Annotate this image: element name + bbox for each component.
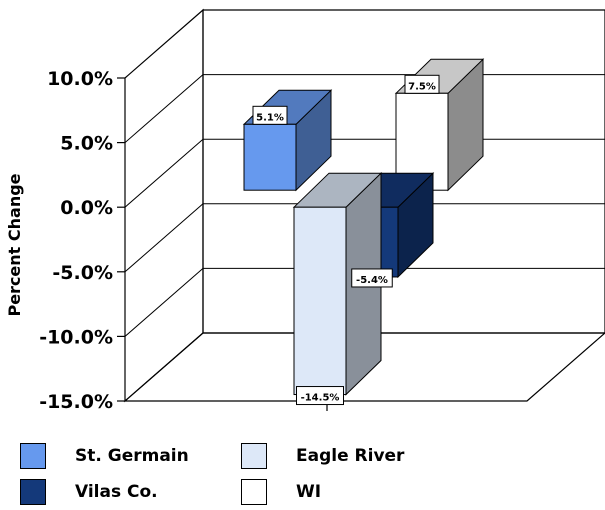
y-tick-label: -10.0% (39, 326, 113, 348)
bar-eagle-river (292, 172, 383, 396)
data-label-eagle-river: -14.5% (296, 386, 344, 406)
y-tick-label: 10.0% (47, 68, 113, 90)
legend-label-vilas-co: Vilas Co. (75, 482, 158, 502)
data-label-box-wi (404, 74, 440, 94)
data-label-st-germain: 5.1% (252, 105, 288, 125)
chart-walls (123, 8, 605, 403)
data-label-wi: 7.5% (404, 74, 440, 94)
gridline (124, 203, 605, 273)
y-tick-label: 0.0% (60, 197, 113, 219)
data-label-text-eagle-river: -14.5% (301, 393, 340, 404)
data-label-text-wi: 7.5% (408, 81, 436, 92)
bar-front-st-germain (243, 123, 297, 191)
y-axis-label: Percent Change (5, 173, 24, 316)
legend-swatch-vilas-co (20, 479, 46, 505)
left-wall (124, 8, 204, 403)
data-label-box-vilas-co (351, 268, 393, 288)
y-tick-label: -5.0% (52, 262, 113, 284)
gridline (124, 74, 605, 143)
y-tick-label: -15.0% (39, 391, 113, 413)
data-label-vilas-co: -5.4% (351, 268, 393, 288)
bar-chart-3d: 10.0% 5.0% 0.0% -5.0% -10.0% -15.0% 5.1% 7.5% -… (5, 8, 605, 413)
data-label-box-eagle-river (296, 386, 344, 406)
legend-label-st-germain: St. Germain (75, 446, 189, 466)
y-tick-label: 5.0% (60, 133, 113, 155)
data-labels: 5.1% 7.5% -5.4% -14.5% (252, 74, 440, 406)
chart-floor (123, 332, 605, 402)
y-axis-ticks: 10.0% 5.0% 0.0% -5.0% -10.0% -15.0% (39, 68, 328, 413)
legend-swatch-wi (241, 479, 267, 505)
legend-label-eagle-river: Eagle River (296, 446, 405, 466)
bar-st-germain (242, 89, 333, 192)
data-label-text-vilas-co: -5.4% (356, 275, 388, 286)
legend-label-wi: WI (296, 482, 322, 502)
legend-swatch-eagle-river (241, 443, 267, 469)
legend-swatch-st-germain (20, 443, 46, 469)
gridline (124, 267, 605, 337)
data-label-text-st-germain: 5.1% (256, 112, 284, 123)
bar-front-eagle-river (293, 206, 347, 396)
data-label-box-st-germain (252, 105, 288, 125)
